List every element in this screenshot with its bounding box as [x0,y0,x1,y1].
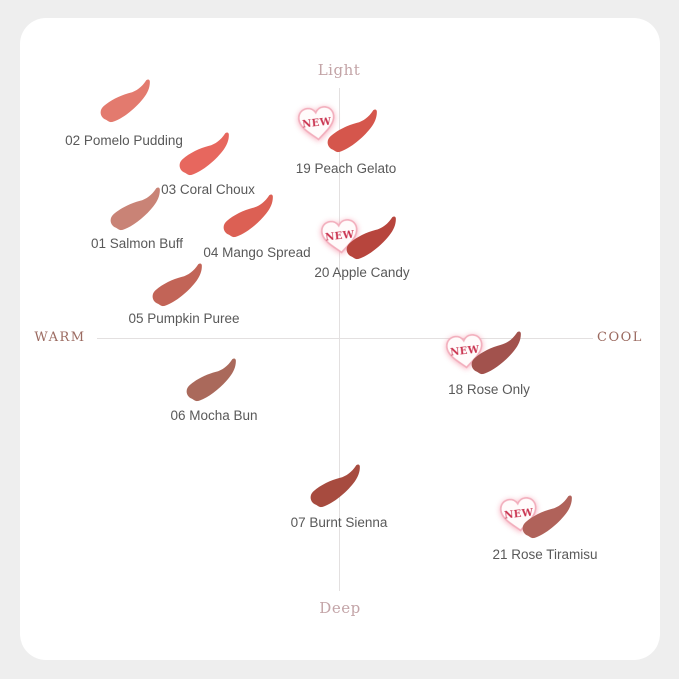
lipstick-swatch [471,331,521,375]
shade-label: 06 Mocha Bun [170,408,258,423]
lipstick-swatch [110,187,160,231]
axis-label-light: Light [317,61,361,79]
shade-label: 03 Coral Choux [161,182,255,197]
new-badge-heart-icon: NEW [445,334,483,369]
lipstick-swatch [100,79,150,123]
shade-label: 02 Pomelo Pudding [65,133,183,148]
new-badge-heart-icon: NEW [297,106,335,141]
shade-label: 04 Mango Spread [203,245,311,260]
shade-label: 01 Salmon Buff [90,236,184,251]
lipstick-swatch [152,263,202,307]
shade-label: 05 Pumpkin Puree [128,311,240,326]
lipstick-swatch [223,194,273,238]
shade-label: 07 Burnt Sienna [290,515,388,530]
svg-text:NEW: NEW [302,117,333,131]
shade-label: 20 Apple Candy [314,265,410,280]
axis-label-cool: COOL [597,330,643,345]
shade-label: 18 Rose Only [448,382,530,397]
axis-label-deep: Deep [319,599,361,617]
svg-text:NEW: NEW [504,508,535,522]
svg-text:NEW: NEW [325,230,356,244]
lipstick-swatch [327,109,377,153]
svg-text:NEW: NEW [450,345,481,359]
lipstick-swatch [522,495,572,539]
lipstick-swatch [186,358,236,402]
vertical-axis-line [339,88,340,591]
new-badge-heart-icon: NEW [320,219,358,254]
lipstick-swatch [310,464,360,508]
axis-label-warm: WARM [34,330,86,345]
lipstick-swatch [346,216,396,260]
lipstick-swatch [179,132,229,176]
chart-card [20,18,660,660]
shade-label: 19 Peach Gelato [295,161,397,176]
horizontal-axis-line [97,338,593,339]
shade-label: 21 Rose Tiramisu [492,547,598,562]
